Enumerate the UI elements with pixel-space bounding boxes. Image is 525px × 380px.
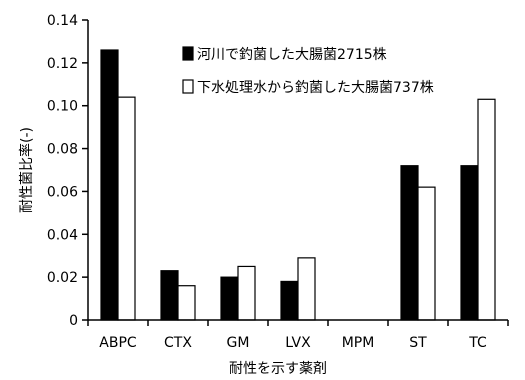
y-axis-title: 耐性菌比率(-)	[18, 127, 35, 213]
y-tick-label: 0.08	[47, 142, 78, 158]
x-tick-label: MPM	[342, 335, 375, 351]
axes-layer	[87, 20, 508, 321]
y-tick-label: 0.12	[47, 56, 78, 72]
bar-series2-st	[417, 186, 436, 321]
y-tick-label: 0	[69, 313, 78, 329]
x-tick-label: ABPC	[99, 335, 137, 351]
y-tick-label: 0.04	[47, 227, 78, 243]
x-ticks: ABPC CTX GM LVX MPM ST TC	[87, 320, 509, 351]
x-tick-label: TC	[468, 335, 487, 351]
bar-series2-lvx	[297, 257, 316, 321]
bar-series1-lvx	[280, 280, 299, 321]
y-tick-label: 0.14	[47, 13, 78, 29]
bar-series1-tc	[460, 165, 479, 321]
legend-label-series2: 下水処理水から釣菌した大腸菌737株	[197, 80, 434, 96]
bar-series1-ctx	[160, 270, 179, 321]
bar-series2-gm	[237, 265, 256, 321]
bar-series1-st	[400, 165, 419, 321]
x-tick-label: GM	[227, 335, 250, 351]
y-tick-label: 0.06	[47, 184, 78, 200]
legend-swatch-series1	[182, 46, 194, 61]
y-tick-label: 0.10	[47, 99, 78, 115]
bar-series2-ctx	[177, 285, 196, 321]
x-tick-label: CTX	[164, 335, 192, 351]
y-tick-label: 0.02	[47, 270, 78, 286]
y-ticks: 0 0.02 0.04 0.06 0.08 0.10 0.12 0.14	[47, 13, 88, 329]
bar-series1-abpc	[100, 49, 119, 321]
x-tick-label: LVX	[285, 335, 311, 351]
bar-series2-abpc	[117, 96, 136, 321]
bar-series1-gm	[220, 276, 239, 321]
legend-label-series1: 河川で釣菌した大腸菌2715株	[197, 47, 387, 63]
bars-layer	[100, 49, 496, 321]
x-tick-label: ST	[409, 335, 427, 351]
x-axis-title: 耐性を示す薬剤	[229, 361, 327, 377]
bar-series2-tc	[477, 98, 496, 321]
legend-swatch-series2	[182, 79, 194, 94]
